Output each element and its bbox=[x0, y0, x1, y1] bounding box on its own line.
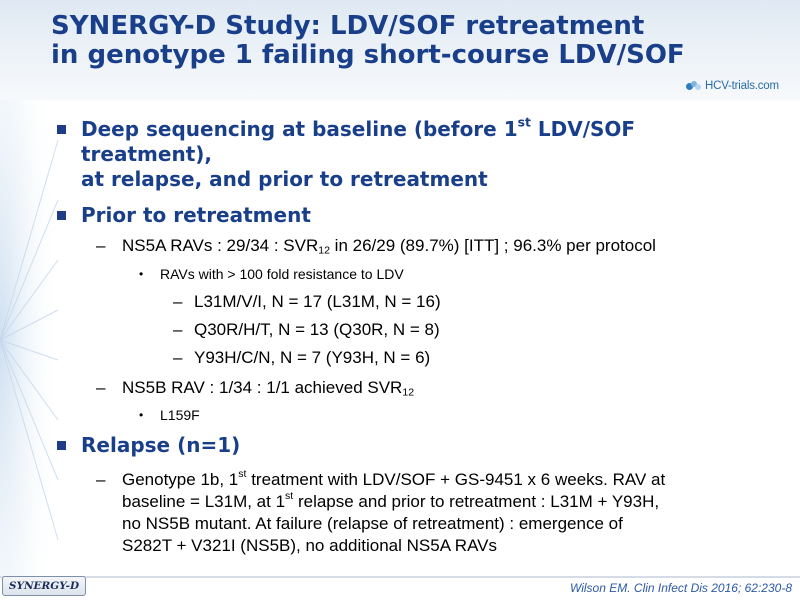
title-line-2: in genotype 1 failing short-course LDV/S… bbox=[51, 40, 685, 70]
rav-item: – L31M/V/I, N = 17 (L31M, N = 16) bbox=[173, 292, 441, 311]
slide-title: SYNERGY-D Study: LDV/SOF retreatment in … bbox=[51, 12, 741, 70]
study-badge: SYNERGY-D bbox=[2, 576, 86, 596]
logo-icon bbox=[686, 81, 702, 91]
item-l159f: • L159F bbox=[139, 407, 200, 423]
bullet-prior-to-retreatment: Prior to retreatment bbox=[57, 203, 311, 228]
item-ravs-resistance: • RAVs with > 100 fold resistance to LDV bbox=[139, 266, 404, 282]
rav-item: – Y93H/C/N, N = 7 (Y93H, N = 6) bbox=[173, 348, 431, 367]
citation: Wilson EM. Clin Infect Dis 2016; 62:230-… bbox=[570, 581, 792, 595]
title-line-1: SYNERGY-D Study: LDV/SOF retreatment bbox=[51, 11, 645, 41]
square-bullet-icon bbox=[57, 211, 66, 220]
bullet-deep-sequencing: Deep sequencing at baseline (before 1st … bbox=[57, 116, 741, 192]
item-ns5b-rav: – NS5B RAV : 1/34 : 1/1 achieved SVR12 bbox=[96, 378, 415, 399]
decorative-burst-graphic bbox=[0, 100, 60, 580]
dash-bullet-icon: – bbox=[173, 348, 183, 367]
square-bullet-icon bbox=[57, 441, 66, 450]
dot-bullet-icon: • bbox=[139, 408, 144, 422]
bullet-relapse: Relapse (n=1) bbox=[57, 433, 240, 458]
dash-bullet-icon: – bbox=[96, 378, 106, 397]
item-ns5a-ravs: – NS5A RAVs : 29/34 : SVR12 in 26/29 (89… bbox=[96, 236, 656, 257]
footer-divider bbox=[0, 576, 800, 578]
title-bar: SYNERGY-D Study: LDV/SOF retreatment in … bbox=[0, 0, 800, 100]
dash-bullet-icon: – bbox=[96, 236, 106, 255]
dash-bullet-icon: – bbox=[173, 292, 183, 311]
item-relapse-details: – Genotype 1b, 1st treatment with LDV/SO… bbox=[96, 468, 666, 555]
square-bullet-icon bbox=[57, 125, 66, 134]
rav-item: – Q30R/H/T, N = 13 (Q30R, N = 8) bbox=[173, 320, 440, 339]
dot-bullet-icon: • bbox=[139, 267, 144, 281]
hcv-trials-logo: HCV-trials.com bbox=[686, 76, 794, 96]
dash-bullet-icon: – bbox=[173, 320, 183, 339]
dash-bullet-icon: – bbox=[96, 470, 106, 489]
logo-text: HCV-trials.com bbox=[705, 80, 779, 92]
